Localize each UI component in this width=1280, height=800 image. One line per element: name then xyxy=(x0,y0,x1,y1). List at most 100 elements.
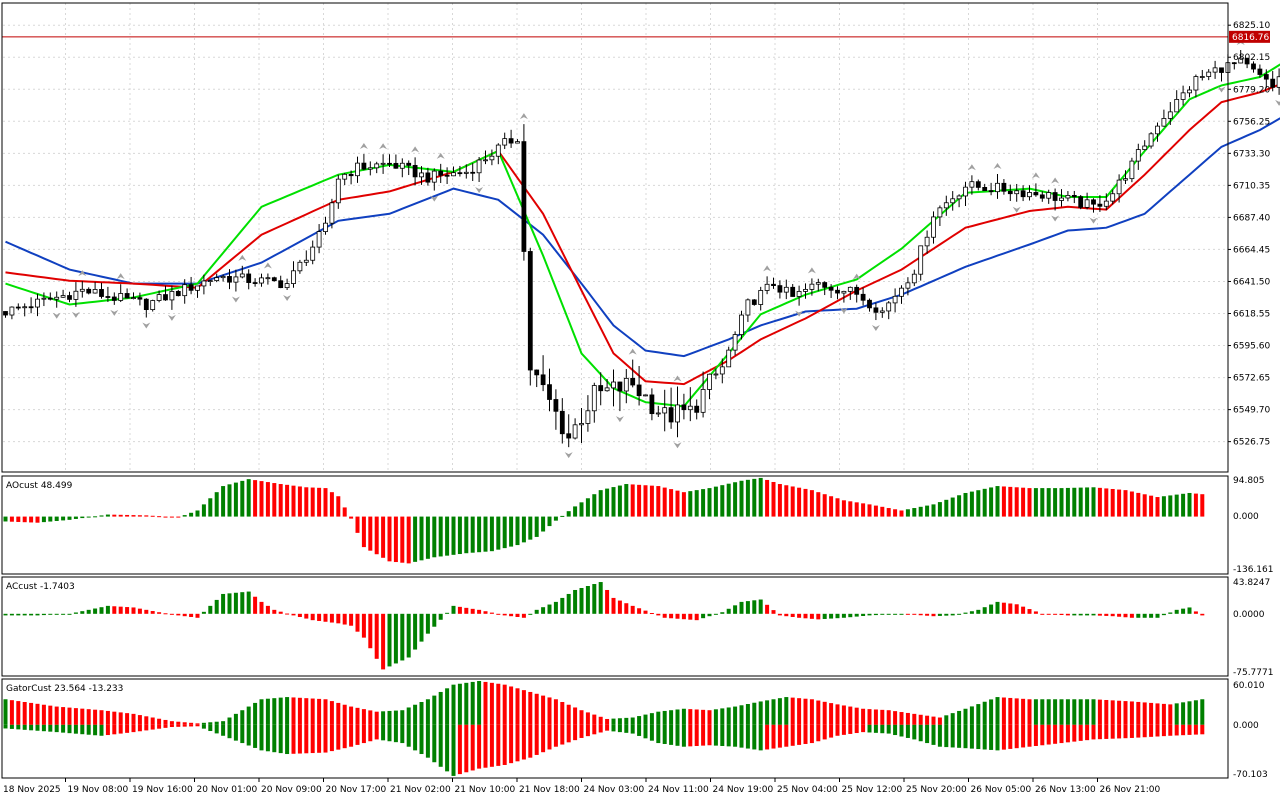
gator-upper-bar xyxy=(509,686,514,725)
gator-upper-bar xyxy=(630,717,635,725)
candle-body xyxy=(815,282,821,285)
gator-upper-bar xyxy=(227,717,232,725)
gator-upper-bar xyxy=(1187,701,1192,725)
gator-upper-bar xyxy=(1123,701,1128,725)
ao-bar xyxy=(169,516,174,518)
candle-body xyxy=(207,280,213,282)
candle-body xyxy=(1027,192,1032,198)
gator-upper-bar xyxy=(771,699,776,725)
ao-bar xyxy=(579,502,584,517)
gator-upper-bar xyxy=(144,716,149,725)
candlesticks xyxy=(3,49,1280,448)
gator-upper-bar xyxy=(297,697,302,725)
gator-upper-bar xyxy=(1085,699,1090,725)
candle-body xyxy=(1001,182,1007,192)
gator-lower-bar xyxy=(976,724,981,750)
candle-body xyxy=(406,162,412,166)
gator-lower-bar xyxy=(1008,724,1013,749)
gator-lower-bar xyxy=(765,724,770,750)
ao-bar xyxy=(374,516,379,555)
candle-body xyxy=(950,198,956,204)
ao-bar xyxy=(541,516,546,532)
ac-bar xyxy=(611,597,616,614)
ao-bar xyxy=(1129,491,1134,517)
gator-lower-bar xyxy=(547,724,552,750)
fractal-arrow-icon xyxy=(436,152,445,159)
ac-bar xyxy=(457,606,462,614)
gator-upper-bar xyxy=(662,710,667,725)
ao-bar xyxy=(195,510,200,517)
gator-lower-bar xyxy=(1001,724,1006,750)
ac-bar xyxy=(566,593,571,614)
ac-bar xyxy=(169,613,174,615)
ao-bar xyxy=(201,504,206,517)
gator-lower-bar xyxy=(701,724,706,746)
gator-lower-bar xyxy=(470,724,475,771)
ao-bar xyxy=(1014,487,1019,517)
gator-lower-bar xyxy=(1104,724,1109,739)
gator-lower-bar xyxy=(579,724,584,738)
price-tick-label: 6641.50 xyxy=(1233,277,1270,287)
gator-upper-bar xyxy=(9,700,14,725)
ac-bar xyxy=(912,613,917,615)
ao-bar xyxy=(835,498,840,517)
gator-lower-bar xyxy=(1187,724,1192,735)
gator-lower-bar xyxy=(227,724,232,739)
main-chart-panel[interactable]: 6825.10 6802.15 6779.20 6756.25 6733.30 6710.… xyxy=(1,0,1280,473)
ao-bar xyxy=(784,485,789,517)
candle-body xyxy=(67,295,72,300)
candle-body xyxy=(611,381,616,389)
gator-lower-bar xyxy=(99,724,104,736)
ao-bar xyxy=(86,516,91,518)
candle-body xyxy=(1007,190,1013,195)
gator-lower-bar xyxy=(22,724,27,730)
price-tick-label: 6664.45 xyxy=(1233,245,1270,255)
fractal-arrow-icon xyxy=(231,296,240,303)
gator-indicator-panel[interactable]: GatorCust 23.564 -13.233 60.010 0.000 -7… xyxy=(1,678,1268,780)
gator-lower-bar xyxy=(758,724,763,751)
ao-bar xyxy=(912,508,917,517)
ao-indicator-panel[interactable]: AOcust 48.499 94.805 0.000 -136.161 xyxy=(1,475,1273,575)
gator-lower-bar xyxy=(899,724,904,737)
candle-body xyxy=(713,373,719,376)
ao-bar xyxy=(432,516,437,558)
gator-upper-bar xyxy=(899,712,904,725)
price-tick-label: 6572.65 xyxy=(1233,374,1270,384)
time-axis-label: 19 Nov 08:00 xyxy=(68,785,129,795)
candle-body xyxy=(1161,118,1167,127)
candle-body xyxy=(303,259,309,263)
ac-indicator-panel[interactable]: ACcust -1.7403 43.8247 0.0000 -75.7771 xyxy=(1,576,1273,678)
ac-bar xyxy=(1142,613,1147,618)
ac-bar xyxy=(816,613,821,620)
gator-upper-bar xyxy=(1193,700,1198,725)
gator-upper-bar xyxy=(918,714,923,725)
fractal-arrow-icon xyxy=(763,265,772,272)
ao-bar xyxy=(1091,487,1096,517)
candle-body xyxy=(476,159,482,174)
ao-bar xyxy=(489,516,494,552)
ao-bar xyxy=(406,516,411,564)
ao-bar xyxy=(758,477,763,517)
gator-lower-bar xyxy=(809,724,814,744)
candle-body xyxy=(169,290,175,301)
gator-upper-bar xyxy=(1155,703,1160,725)
candle-body xyxy=(342,173,348,180)
candle-body xyxy=(284,283,290,289)
ac-bar xyxy=(675,613,680,619)
candle-body xyxy=(9,306,15,316)
ao-bar xyxy=(899,510,904,517)
candle-body xyxy=(655,412,661,415)
gator-lower-bar xyxy=(822,724,827,740)
candle-body xyxy=(956,195,962,200)
candle-body xyxy=(348,173,354,177)
gator-upper-bar xyxy=(1129,701,1134,725)
gator-upper-bar xyxy=(989,699,994,725)
ao-bar xyxy=(521,516,526,543)
ac-bar xyxy=(9,613,14,616)
ac-bar xyxy=(829,613,834,619)
gator-upper-bar xyxy=(54,706,59,725)
fractal-arrow-icon xyxy=(359,143,368,150)
candle-body xyxy=(131,297,136,300)
gator-lower-bar xyxy=(617,724,622,733)
